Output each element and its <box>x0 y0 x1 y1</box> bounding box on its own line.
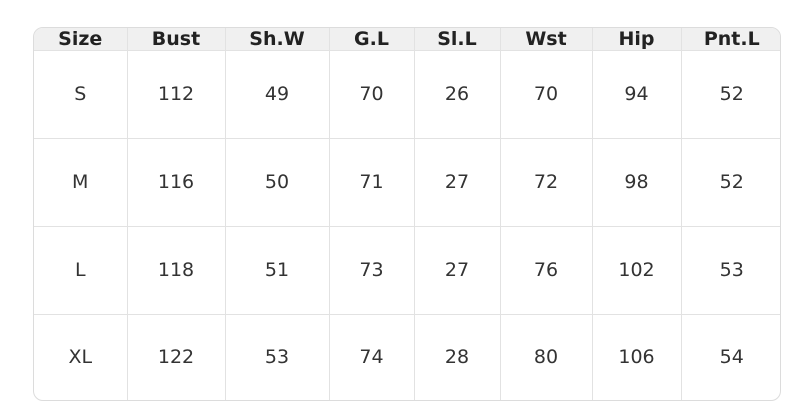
measure-cell: 74 <box>329 314 415 400</box>
measure-cell: 50 <box>225 138 330 227</box>
header-cell: Pnt.L <box>681 28 780 51</box>
size-table: Size Bust Sh.W G.L Sl.L Wst Hip Pnt.L S 112 49 70 2… <box>34 28 780 400</box>
measure-cell: 49 <box>225 50 330 139</box>
measure-cell: 72 <box>500 138 593 227</box>
table-row: S 112 49 70 26 70 94 52 <box>34 50 780 139</box>
measure-cell: 52 <box>681 138 780 227</box>
header-row: Size Bust Sh.W G.L Sl.L Wst Hip Pnt.L <box>34 28 780 51</box>
size-cell: L <box>34 226 128 315</box>
measure-cell: 26 <box>414 50 501 139</box>
measure-cell: 94 <box>592 50 682 139</box>
measure-cell: 52 <box>681 50 780 139</box>
measure-cell: 118 <box>127 226 226 315</box>
measure-cell: 112 <box>127 50 226 139</box>
measure-cell: 28 <box>414 314 501 400</box>
header-cell: Size <box>34 28 128 51</box>
header-cell: Bust <box>127 28 226 51</box>
header-cell: G.L <box>329 28 415 51</box>
header-cell: Sh.W <box>225 28 330 51</box>
measure-cell: 116 <box>127 138 226 227</box>
header-cell: Hip <box>592 28 682 51</box>
measure-cell: 106 <box>592 314 682 400</box>
measure-cell: 53 <box>681 226 780 315</box>
measure-cell: 73 <box>329 226 415 315</box>
measure-cell: 53 <box>225 314 330 400</box>
measure-cell: 98 <box>592 138 682 227</box>
measure-cell: 54 <box>719 346 744 369</box>
header-cell: Sl.L <box>414 28 501 51</box>
table-row: L 118 51 73 27 76 102 53 <box>34 226 780 315</box>
measure-cell: 51 <box>225 226 330 315</box>
measure-cell: 80 <box>500 314 593 400</box>
table-row: XL 122 53 74 28 80 106 54 <box>34 314 780 400</box>
measure-cell: 70 <box>500 50 593 139</box>
measure-cell: 76 <box>500 226 593 315</box>
measure-cell: 27 <box>414 226 501 315</box>
size-cell: M <box>34 138 128 227</box>
table-row: M 116 50 71 27 72 98 52 <box>34 138 780 227</box>
measure-cell: 71 <box>329 138 415 227</box>
measure-cell: 70 <box>329 50 415 139</box>
measure-cell: 27 <box>414 138 501 227</box>
table-body: S 112 49 70 26 70 94 52 M 116 50 71 27 72 98 52 L 118 51 73… <box>34 50 780 400</box>
measure-cell: 102 <box>592 226 682 315</box>
size-cell: XL <box>34 314 128 400</box>
size-cell: S <box>34 50 128 139</box>
header-cell: Wst <box>500 28 593 51</box>
size-chart: Size Bust Sh.W G.L Sl.L Wst Hip Pnt.L S 112 49 70 2… <box>33 27 781 401</box>
measure-cell: 122 <box>127 314 226 400</box>
